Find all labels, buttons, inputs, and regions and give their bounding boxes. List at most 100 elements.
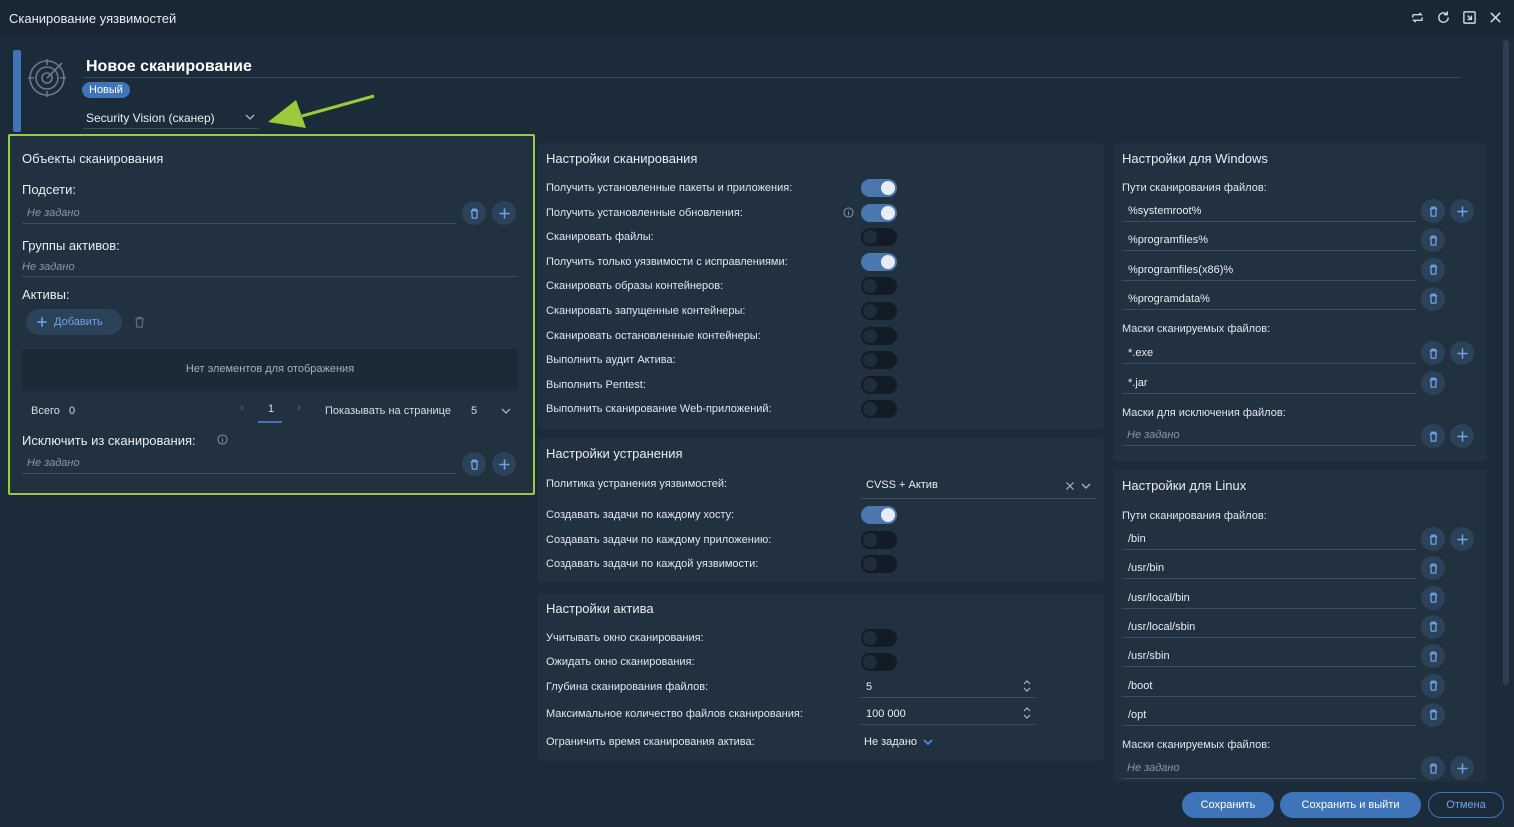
linux-path-add-button[interactable] xyxy=(1450,527,1474,551)
subnets-delete-button[interactable] xyxy=(462,201,486,225)
windows-path-input[interactable]: %programfiles(x86)% xyxy=(1122,259,1416,281)
windows-mask-delete-button[interactable] xyxy=(1421,341,1445,365)
scan-setting-toggle[interactable] xyxy=(861,228,897,247)
windows-mask-add-button[interactable] xyxy=(1450,341,1474,365)
windows-exclude-delete-button[interactable] xyxy=(1421,424,1445,448)
linux-path-delete-button[interactable] xyxy=(1421,556,1445,581)
next-page-icon[interactable]: › xyxy=(297,402,301,414)
add-asset-button[interactable]: Добавить xyxy=(26,309,122,335)
refresh-icon[interactable] xyxy=(1434,8,1452,26)
windows-path-input[interactable]: %programdata% xyxy=(1122,288,1416,310)
scan-setting-toggle[interactable] xyxy=(861,277,897,296)
scan-setting-toggle[interactable] xyxy=(861,326,897,345)
scan-setting-label: Сканировать файлы: xyxy=(546,231,654,244)
scan-setting-toggle[interactable] xyxy=(861,252,897,271)
scan-window-toggle[interactable] xyxy=(861,629,897,647)
save-button[interactable]: Сохранить xyxy=(1182,792,1274,818)
cancel-button[interactable]: Отмена xyxy=(1428,792,1504,818)
policy-select[interactable]: CVSS + Актив xyxy=(860,473,1096,499)
linux-path-delete-button[interactable] xyxy=(1421,673,1445,698)
exclude-add-button[interactable] xyxy=(492,452,516,476)
linux-path-delete-button[interactable] xyxy=(1421,644,1445,669)
scan-setting-toggle[interactable] xyxy=(861,179,897,197)
transfer-icon[interactable] xyxy=(1408,8,1426,26)
scan-setting-toggle[interactable] xyxy=(861,203,897,222)
linux-path-input[interactable]: /usr/sbin xyxy=(1122,645,1416,668)
subnets-add-button[interactable] xyxy=(492,201,516,225)
per-page-value[interactable]: 5 xyxy=(471,405,478,417)
info-icon[interactable] xyxy=(843,207,854,218)
remediation-setting-label: Создавать задачи по каждому хосту: xyxy=(546,509,735,521)
trash-icon xyxy=(1429,264,1437,275)
max-files-input[interactable]: 100 000 xyxy=(860,702,1036,725)
subnets-underline xyxy=(22,223,456,224)
windows-mask-input[interactable]: *.jar xyxy=(1122,372,1416,394)
plus-icon xyxy=(498,207,510,219)
linux-path-delete-button[interactable] xyxy=(1421,527,1445,551)
windows-path-delete-button[interactable] xyxy=(1421,286,1445,311)
assets-delete-icon[interactable] xyxy=(133,315,146,329)
stepper-icon[interactable] xyxy=(1022,678,1032,694)
linux-path-input[interactable]: /opt xyxy=(1122,704,1416,726)
linux-path-input[interactable]: /usr/local/sbin xyxy=(1122,616,1416,638)
chevron-down-icon[interactable] xyxy=(501,406,511,416)
linux-path-input[interactable]: /usr/local/bin xyxy=(1122,587,1416,609)
scan-header: Новое сканирование Новый Security Vision… xyxy=(13,48,1488,132)
trash-icon xyxy=(1429,206,1437,217)
linux-masks-input[interactable]: Не задано xyxy=(1127,762,1180,774)
windows-mask-delete-button[interactable] xyxy=(1421,370,1445,395)
linux-masks-delete-button[interactable] xyxy=(1421,756,1445,780)
scan-setting-toggle[interactable] xyxy=(861,302,897,320)
linux-path-input[interactable]: /bin xyxy=(1122,528,1416,550)
assets-label: Активы: xyxy=(22,287,70,302)
remediation-setting-label: Создавать задачи по каждой уязвимости: xyxy=(546,558,759,570)
trash-icon xyxy=(470,208,478,219)
windows-exclude-add-button[interactable] xyxy=(1450,424,1474,448)
windows-path-delete-button[interactable] xyxy=(1421,257,1445,282)
linux-paths-label: Пути сканирования файлов: xyxy=(1122,510,1267,522)
windows-exclude-input[interactable]: Не задано xyxy=(1127,429,1180,441)
remediation-setting-toggle[interactable] xyxy=(861,555,897,573)
remediation-setting-toggle[interactable] xyxy=(861,506,897,524)
remediation-setting-toggle[interactable] xyxy=(861,530,897,549)
windows-path-delete-button[interactable] xyxy=(1421,199,1445,223)
page-title: Новое сканирование xyxy=(86,58,252,75)
subnets-input[interactable]: Не задано xyxy=(27,207,80,219)
close-icon[interactable] xyxy=(1486,8,1504,26)
depth-input[interactable]: 5 xyxy=(860,675,1036,698)
wait-window-toggle[interactable] xyxy=(861,653,897,671)
scan-window-label: Учитывать окно сканирования: xyxy=(546,632,704,644)
windows-mask-input[interactable]: *.exe xyxy=(1122,342,1416,364)
exclude-input[interactable]: Не задано xyxy=(27,457,80,469)
windows-path-delete-button[interactable] xyxy=(1421,228,1445,253)
info-icon[interactable] xyxy=(217,434,228,445)
save-and-exit-button[interactable]: Сохранить и выйти xyxy=(1280,792,1421,818)
scan-setting-toggle[interactable] xyxy=(861,351,897,370)
windows-path-input[interactable]: %systemroot% xyxy=(1122,200,1416,222)
stepper-icon[interactable] xyxy=(1022,705,1032,721)
asset-groups-input[interactable]: Не задано xyxy=(22,261,75,273)
clear-icon[interactable] xyxy=(1065,481,1075,491)
minimize-window-icon[interactable] xyxy=(1460,8,1478,26)
linux-path-delete-button[interactable] xyxy=(1421,614,1445,639)
wait-window-label: Ожидать окно сканирования: xyxy=(546,656,695,668)
windows-path-input[interactable]: %programfiles% xyxy=(1122,229,1416,252)
title-underline xyxy=(83,77,1461,78)
prev-page-icon[interactable]: ‹ xyxy=(240,402,244,414)
linux-masks-add-button[interactable] xyxy=(1450,756,1474,780)
linux-path-delete-button[interactable] xyxy=(1421,585,1445,610)
trash-icon xyxy=(1429,534,1437,545)
current-page[interactable]: 1 xyxy=(268,403,275,415)
windows-path-add-button[interactable] xyxy=(1450,199,1474,223)
scan-setting-toggle[interactable] xyxy=(861,375,897,394)
trash-icon xyxy=(1429,622,1437,633)
linux-path-input[interactable]: /usr/bin xyxy=(1122,557,1416,580)
scan-setting-toggle[interactable] xyxy=(861,400,897,419)
exclude-delete-button[interactable] xyxy=(462,452,486,476)
scanner-select[interactable]: Security Vision (сканер) xyxy=(83,107,259,129)
limit-time-select[interactable]: Не задано xyxy=(864,736,933,748)
windows-paths-label: Пути сканирования файлов: xyxy=(1122,182,1267,194)
linux-path-input[interactable]: /boot xyxy=(1122,675,1416,697)
scrollbar[interactable] xyxy=(1503,40,1509,685)
linux-path-delete-button[interactable] xyxy=(1421,702,1445,727)
